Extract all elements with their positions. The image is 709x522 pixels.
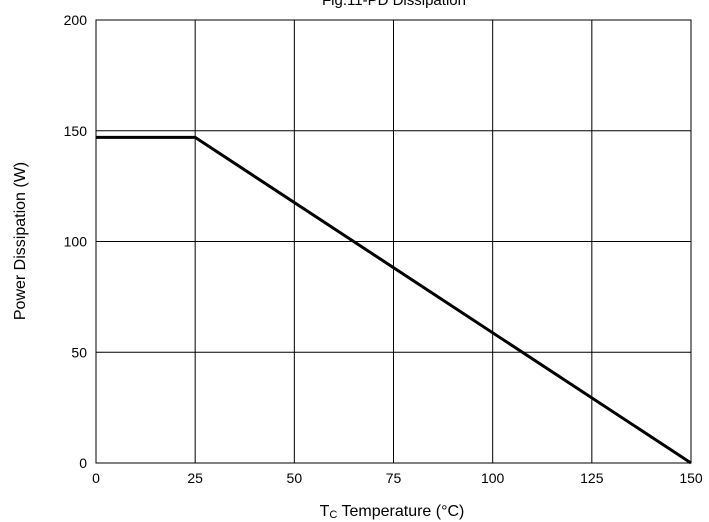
x-tick-labels: 0 25 50 75 100 125 150 — [92, 470, 703, 486]
y-tick-label: 150 — [64, 123, 88, 139]
series-line — [96, 135, 692, 465]
x-tick-label: 0 — [92, 470, 100, 486]
x-tick-label: 125 — [580, 470, 604, 486]
plot-frame — [95, 19, 692, 464]
x-tick-label: 150 — [679, 470, 703, 486]
y-tick-label: 0 — [79, 455, 87, 471]
x-tick-label: 100 — [481, 470, 505, 486]
series-group — [96, 135, 692, 465]
y-tick-labels: 0 50 100 150 200 — [64, 12, 88, 471]
y-tick-label: 50 — [71, 344, 87, 360]
y-axis-title: Power Dissipation (W) — [12, 162, 29, 320]
x-axis-title: TC Temperature (°C) — [320, 503, 465, 521]
x-tick-label: 25 — [187, 470, 203, 486]
x-tick-label: 50 — [287, 470, 303, 486]
grid-lines — [96, 20, 691, 463]
y-tick-label: 200 — [64, 12, 88, 28]
chart-title: Fig.11-PD Dissipation — [322, 0, 466, 9]
x-axis-title-main: T — [320, 503, 330, 520]
x-tick-label: 75 — [386, 470, 402, 486]
y-tick-label: 100 — [64, 234, 88, 250]
x-axis-title-subscript: C — [329, 509, 337, 521]
x-axis-title-rest: Temperature (°C) — [337, 503, 464, 520]
